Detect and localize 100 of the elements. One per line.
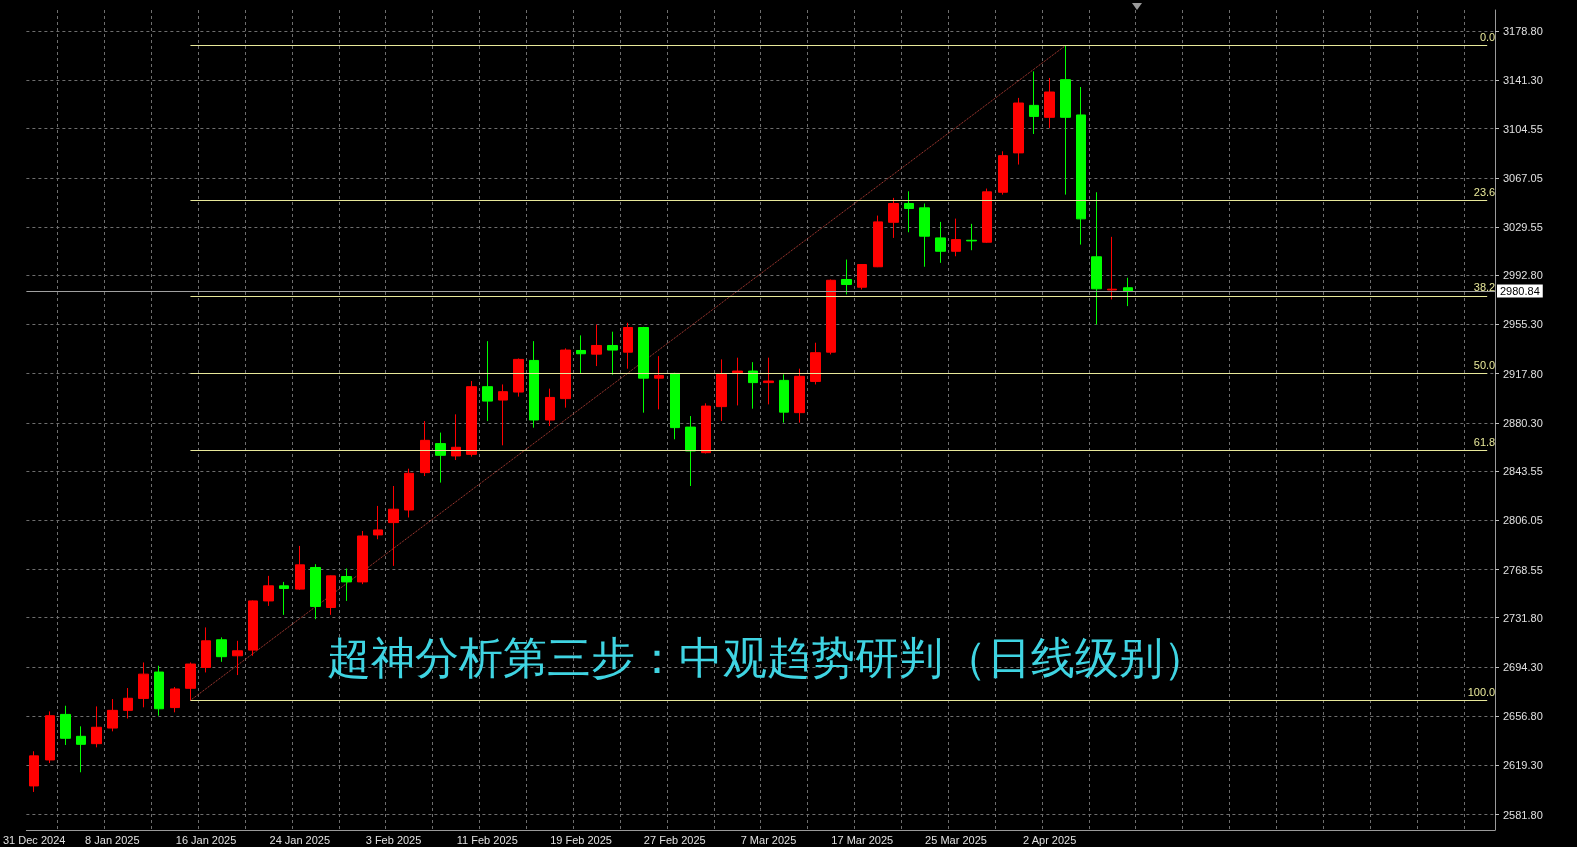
candlestick [623,322,633,370]
candlestick [373,505,383,540]
candlestick [170,686,180,713]
candlestick [279,581,289,616]
y-tick-label: 3067.05 [1503,171,1543,184]
y-tick-label: 2806.05 [1503,514,1543,527]
candlestick [654,355,664,410]
annotation: 38.2 [1473,281,1496,294]
candlestick [576,334,586,374]
x-tick-label: 27 Feb 2025 [643,833,706,846]
candlestick [45,710,55,764]
candlestick [904,190,914,233]
candlestick [185,661,196,701]
candlestick [638,326,649,414]
candlestick [498,383,508,446]
candlestick [545,388,555,427]
candlestick [888,197,899,239]
x-tick-label: 25 Mar 2025 [925,833,987,846]
candlestick [216,636,227,663]
y-tick-label: 3141.30 [1503,74,1543,87]
y-tick-label: 3029.55 [1503,221,1543,234]
x-tick-label: 19 Feb 2025 [550,833,612,846]
candlestick [435,432,446,484]
y-tick-label: 2581.80 [1503,808,1543,821]
candlestick [388,485,399,567]
candlestick [873,215,883,268]
candlestick [326,574,336,616]
x-tick-label: 8 Jan 2025 [85,833,140,846]
candlestick [982,188,992,244]
candlestick [1060,45,1071,196]
y-tick-label: 2992.80 [1503,269,1543,282]
candlestick [779,373,789,424]
y-tick-label: 3178.80 [1503,25,1543,38]
x-tick-label: 3 Feb 2025 [365,833,422,846]
ref-line-label: 2980.84 [1500,284,1540,297]
candlestick [513,357,524,398]
candlestick [482,340,493,422]
candlestick [107,698,118,732]
y-tick-label: 2656.80 [1503,710,1543,723]
candlestick [248,599,258,657]
candlestick [91,705,102,748]
candlestick [732,357,743,406]
candlestick [1013,97,1024,166]
candlestick [794,368,805,424]
candlestick [232,640,243,676]
candlestick [60,705,71,746]
candlestick [420,420,430,477]
y-tick-label: 2955.30 [1503,318,1543,331]
candlestick [357,530,368,585]
candlestick [451,413,461,461]
y-tick-label: 2843.55 [1503,465,1543,478]
annotation: 61.8 [1473,435,1496,448]
y-tick-label: 2917.80 [1503,367,1543,380]
candlestick [857,263,867,290]
candlestick [826,278,836,355]
candlestick [1044,77,1055,129]
annotation: 0.0 [1479,31,1496,44]
candlestick [1123,277,1133,307]
x-tick-label: 17 Mar 2025 [831,833,894,846]
candlestick [998,150,1008,196]
candlestick [466,380,477,458]
x-tick-label: 24 Jan 2025 [269,833,331,846]
candlestick [591,323,602,367]
candlestick [685,415,696,487]
candlestick [1029,70,1039,135]
candlestick [263,575,274,607]
candlestick [138,661,149,708]
candlestick [701,402,711,454]
y-tick-label: 3104.55 [1503,122,1543,135]
candlestick [763,357,774,405]
candlestick [966,223,977,251]
candlestick [607,331,618,376]
candlestick [123,687,133,719]
candlestick [670,372,680,440]
y-tick-label: 2619.30 [1503,759,1543,772]
y-tick-label: 2731.80 [1503,611,1543,624]
candlestick [154,665,164,717]
candlestick [310,563,321,620]
candlestick [919,203,930,268]
candlestick [76,725,86,773]
candlestick [404,468,414,518]
candlestick [201,626,211,673]
candlestick [560,347,571,409]
candlestick [841,259,852,295]
candlestick [810,342,821,385]
candlestick [748,361,758,410]
x-tick-label: 16 Jan 2025 [175,833,237,846]
candlestick [295,545,305,591]
annotation: 100.0 [1467,685,1496,698]
x-tick-label: 11 Feb 2025 [456,833,518,846]
candlestick [951,218,961,257]
text: 超神分析第三步：中观趋势研判（日线级别） [327,631,1207,683]
candlestick [1107,236,1117,300]
candlestick [529,340,539,429]
candlestick [716,358,727,422]
y-tick-label: 2694.30 [1503,660,1543,673]
candlestick [1076,86,1086,246]
y-tick-label: 2768.55 [1503,563,1543,576]
candlestick [29,750,39,793]
candlestick [935,221,946,264]
